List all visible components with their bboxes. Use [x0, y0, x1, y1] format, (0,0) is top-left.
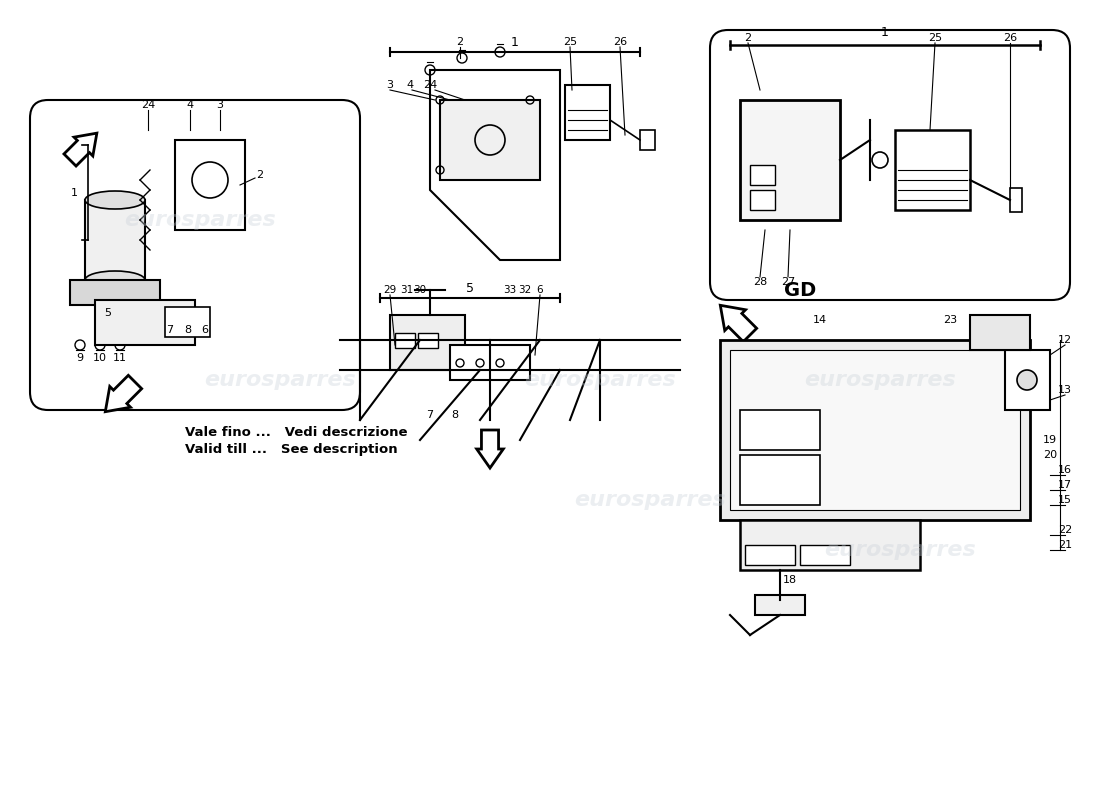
Text: 8: 8 [185, 325, 191, 335]
Text: 13: 13 [1058, 385, 1072, 395]
Bar [730, 350, 1020, 510]
FancyBboxPatch shape [30, 100, 360, 410]
Text: 1: 1 [72, 187, 78, 198]
Text: Vale fino ...   Vedi descrizione: Vale fino ... Vedi descrizione [185, 426, 407, 438]
Text: 25: 25 [563, 37, 578, 47]
FancyArrow shape [476, 430, 504, 468]
Text: 1: 1 [512, 35, 519, 49]
Text: 2: 2 [256, 170, 264, 180]
Text: 4: 4 [406, 80, 414, 90]
Text: 16: 16 [1058, 465, 1072, 475]
Text: 31: 31 [400, 285, 414, 295]
Bar [450, 345, 530, 380]
Text: 10: 10 [94, 353, 107, 363]
Text: 1: 1 [881, 26, 889, 39]
Text: 4: 4 [186, 100, 194, 110]
Text: 32: 32 [518, 285, 531, 295]
Text: 25: 25 [928, 33, 942, 43]
Ellipse shape [85, 191, 145, 209]
Bar [750, 190, 776, 210]
Text: 21: 21 [1058, 540, 1072, 550]
Bar [395, 333, 415, 348]
Text: 2: 2 [456, 37, 463, 47]
Text: 33: 33 [504, 285, 517, 295]
Text: 9: 9 [76, 353, 84, 363]
Bar [740, 455, 820, 505]
FancyBboxPatch shape [710, 30, 1070, 300]
Text: 14: 14 [813, 315, 827, 325]
Circle shape [1018, 370, 1037, 390]
Bar [440, 100, 540, 180]
Bar [740, 100, 840, 220]
Text: Valid till ...   See description: Valid till ... See description [185, 443, 397, 457]
Text: 11: 11 [113, 353, 127, 363]
Bar [640, 130, 654, 150]
Text: 26: 26 [613, 37, 627, 47]
Text: 24: 24 [141, 100, 155, 110]
FancyArrow shape [720, 306, 757, 342]
Bar [1010, 188, 1022, 212]
Bar [895, 130, 970, 210]
Text: GD: GD [784, 281, 816, 299]
Bar [970, 315, 1030, 350]
Bar [85, 200, 145, 280]
Bar [740, 520, 920, 570]
Bar [565, 85, 610, 140]
FancyArrow shape [64, 133, 97, 166]
Text: eurosparres: eurosparres [804, 370, 956, 390]
Bar [70, 280, 160, 305]
Text: 23: 23 [943, 315, 957, 325]
Text: 7: 7 [427, 410, 433, 420]
FancyArrow shape [106, 375, 142, 412]
Bar [720, 340, 1030, 520]
Bar [95, 300, 195, 345]
Text: 12: 12 [1058, 335, 1072, 345]
Text: eurosparres: eurosparres [824, 540, 976, 560]
Text: 2: 2 [745, 33, 751, 43]
Bar [165, 307, 210, 337]
Ellipse shape [85, 271, 145, 289]
Text: 8: 8 [451, 410, 459, 420]
Text: 5: 5 [466, 282, 474, 294]
Bar [755, 595, 805, 615]
Text: 24: 24 [422, 80, 437, 90]
Bar [800, 545, 850, 565]
Bar [175, 140, 245, 230]
Text: 3: 3 [217, 100, 223, 110]
Text: eurosparres: eurosparres [205, 370, 356, 390]
Text: 22: 22 [1058, 525, 1072, 535]
Bar [418, 333, 438, 348]
Text: 29: 29 [384, 285, 397, 295]
Text: 27: 27 [781, 277, 795, 287]
Text: eurosparres: eurosparres [124, 210, 276, 230]
Bar [745, 545, 795, 565]
Text: 20: 20 [1043, 450, 1057, 460]
Text: 3: 3 [386, 80, 394, 90]
Text: 15: 15 [1058, 495, 1072, 505]
Bar [1005, 350, 1050, 410]
Text: eurosparres: eurosparres [524, 370, 675, 390]
Text: 26: 26 [1003, 33, 1018, 43]
Bar [740, 410, 820, 450]
Text: 30: 30 [414, 285, 427, 295]
Text: 28: 28 [752, 277, 767, 287]
Bar [750, 165, 776, 185]
Text: 5: 5 [104, 308, 111, 318]
Text: 7: 7 [166, 325, 174, 335]
Text: 6: 6 [201, 325, 209, 335]
Text: 17: 17 [1058, 480, 1072, 490]
Bar [390, 315, 465, 370]
Text: eurosparres: eurosparres [574, 490, 726, 510]
Text: 6: 6 [537, 285, 543, 295]
Text: 18: 18 [783, 575, 798, 585]
Text: 19: 19 [1043, 435, 1057, 445]
